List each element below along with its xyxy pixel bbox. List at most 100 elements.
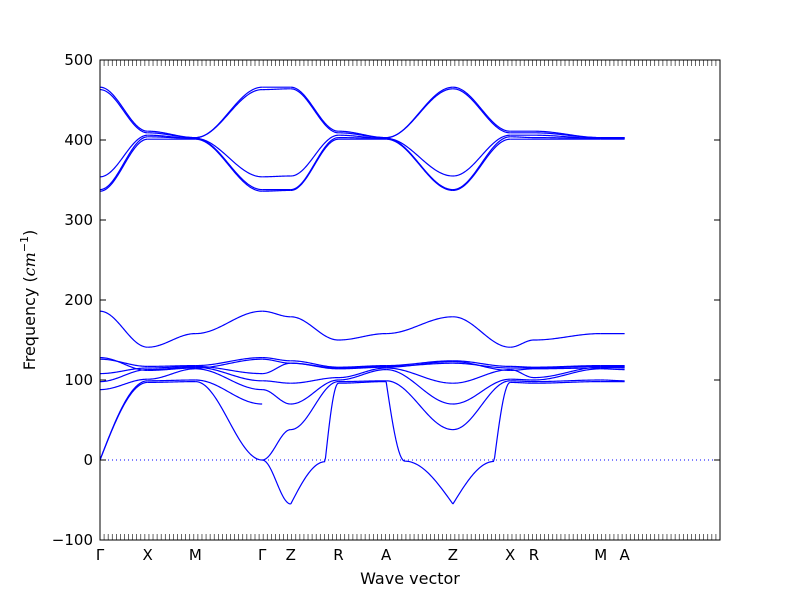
x-tick-label: A [381, 546, 392, 564]
y-tick-labels: −100 0 100 200 300 400 500 [52, 51, 93, 549]
band-line [262, 380, 291, 384]
band-line [147, 365, 196, 367]
band-line [533, 333, 601, 341]
band-line [533, 130, 601, 139]
band-line [99, 357, 148, 371]
band-line [195, 379, 263, 405]
band-line [195, 137, 263, 178]
band-line [452, 360, 511, 367]
axis-ticks [99, 59, 721, 541]
band-line [290, 88, 339, 134]
y-tick-label: 500 [64, 51, 93, 69]
band-line [338, 369, 387, 381]
band-line [386, 367, 453, 384]
band-line [195, 358, 263, 369]
band-line [99, 136, 148, 191]
band-line [290, 360, 339, 368]
band-line [290, 362, 339, 370]
band-line [99, 358, 148, 367]
band-line [452, 316, 511, 348]
band-line [262, 175, 291, 178]
band-line [386, 369, 453, 405]
band-line [338, 381, 387, 384]
band-line [290, 137, 339, 191]
band-line [99, 89, 148, 134]
band-line [452, 136, 511, 191]
x-tick-label: A [619, 546, 630, 564]
band-line [147, 366, 196, 371]
band-line [510, 368, 534, 371]
band-line [338, 366, 387, 370]
x-tick-label: Z [286, 546, 296, 564]
x-tick-label: Z [448, 546, 458, 564]
band-line [452, 361, 511, 371]
band-line [534, 379, 601, 383]
x-tick-label: R [333, 546, 343, 564]
band-line [338, 380, 387, 383]
y-axis-label-exponent: −1 [18, 236, 31, 252]
band-line [452, 380, 511, 431]
band-line [147, 365, 196, 369]
band-line [99, 138, 148, 192]
band-line [195, 86, 263, 139]
band-line [99, 86, 148, 132]
band-line [386, 86, 453, 139]
y-tick-label: 400 [64, 131, 93, 149]
band-line [262, 88, 291, 91]
band-line [290, 138, 339, 191]
band-line [99, 134, 148, 178]
band-line [386, 360, 453, 367]
y-tick-label: 200 [64, 291, 93, 309]
band-line [452, 138, 511, 191]
band-line [510, 380, 534, 383]
band-line [290, 134, 339, 177]
band-line [195, 368, 263, 391]
band-line [290, 86, 339, 132]
x-tick-label: M [594, 546, 607, 564]
y-tick-label: 0 [83, 451, 93, 469]
band-line [600, 379, 625, 382]
band-line [510, 378, 534, 381]
band-line [99, 378, 148, 391]
band-line [534, 365, 601, 368]
band-line [147, 130, 196, 139]
band-line [533, 368, 601, 381]
y-axis-label: Frequency (cm−1) [18, 230, 39, 371]
x-tick-label: Γ [96, 546, 105, 564]
band-line [338, 365, 387, 368]
band-line [147, 381, 196, 383]
band-line [99, 367, 148, 375]
band-line [386, 380, 453, 431]
band-line [290, 316, 339, 341]
band-line [262, 357, 291, 362]
y-axis-label-unit: cm [20, 252, 39, 276]
y-tick-label: 300 [64, 211, 93, 229]
band-line [452, 378, 511, 405]
band-line [99, 380, 148, 461]
band-line [99, 369, 148, 383]
x-tick-label: R [529, 546, 539, 564]
band-line [452, 381, 511, 505]
band-line [338, 365, 387, 369]
band-line [262, 429, 291, 461]
band-line [290, 381, 339, 431]
band-line [147, 333, 196, 348]
y-axis-label-text: Frequency ( [20, 276, 39, 370]
band-line [262, 189, 291, 192]
band-line [338, 134, 387, 139]
band-line [452, 369, 511, 384]
band-line [147, 134, 196, 139]
band-line [195, 138, 263, 192]
band-line [338, 130, 387, 139]
y-axis-label-close: ) [20, 230, 39, 236]
band-line [510, 136, 534, 139]
band-line [452, 86, 511, 132]
band-line [452, 88, 511, 134]
band-line [600, 368, 625, 371]
band-line [510, 339, 535, 348]
band-line [338, 333, 387, 341]
band-line [147, 368, 196, 380]
